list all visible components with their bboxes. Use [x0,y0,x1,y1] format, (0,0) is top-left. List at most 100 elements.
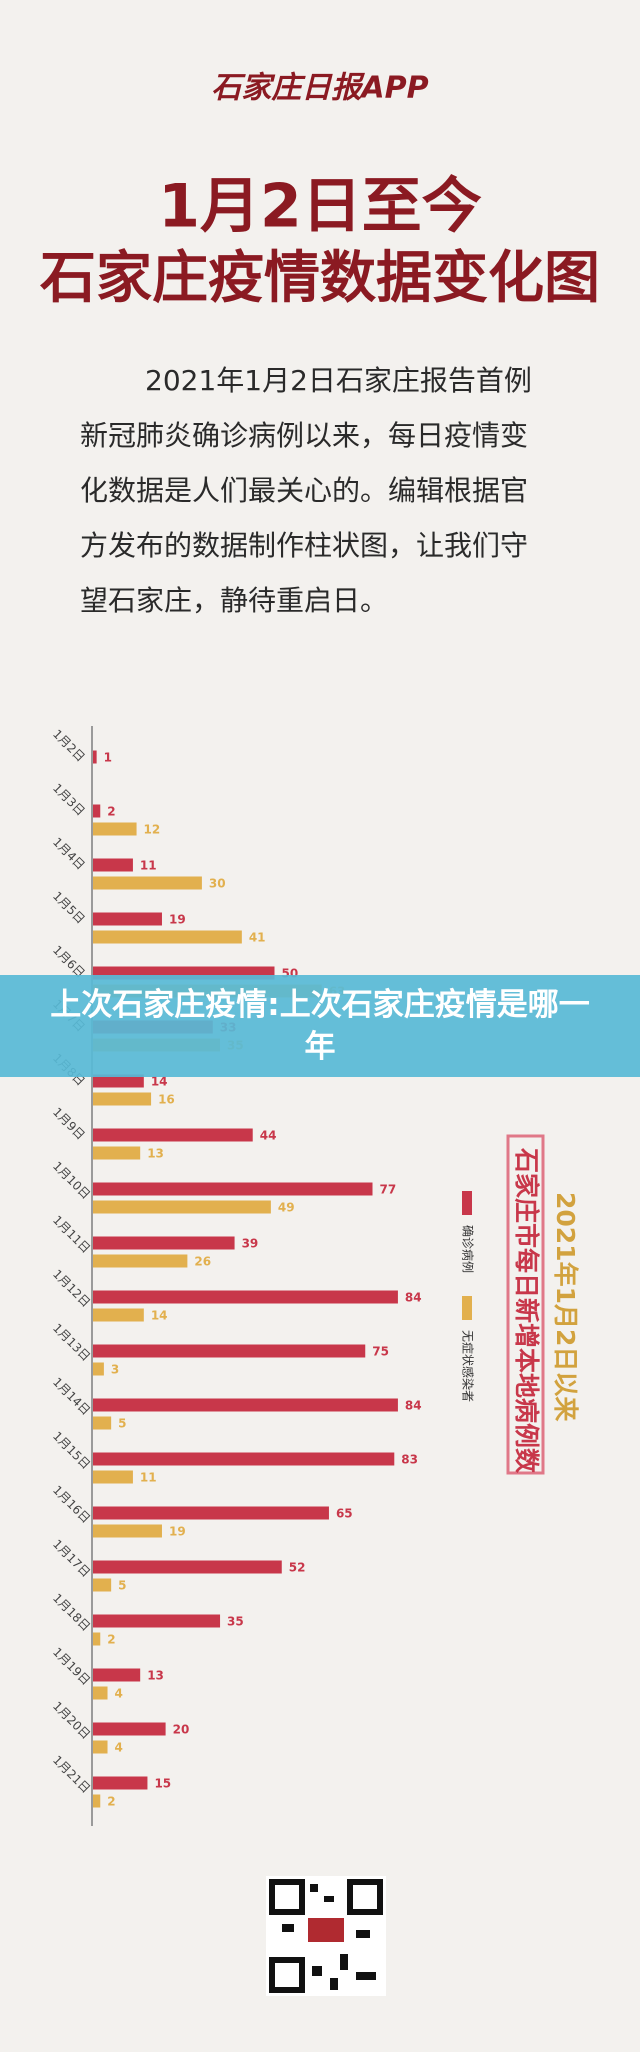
category-label: 1月2日 [50,727,88,765]
value-label: 75 [372,1345,389,1359]
bar [93,1794,101,1808]
category-label: 1月14日 [50,1375,93,1418]
title-line: 石家庄疫情数据变化图 [40,246,600,311]
bar [93,876,202,890]
category-label: 1月4日 [50,835,88,873]
bar [93,858,133,872]
value-label: 65 [336,1507,353,1521]
value-label: 19 [169,1525,186,1539]
value-label: 77 [380,1183,397,1197]
bar [93,1686,108,1700]
bar [93,1200,271,1214]
value-label: 49 [278,1201,295,1215]
value-label: 19 [169,913,186,927]
category-label: 1月17日 [50,1537,93,1580]
bar [93,750,97,764]
bar [93,1416,112,1430]
category-label: 1月5日 [50,889,88,927]
bar [93,1092,152,1106]
bar [93,1452,395,1466]
title-line: 1月2日至今 [158,172,482,242]
value-label: 35 [227,1615,244,1629]
bar [93,1776,148,1790]
bar [93,1614,221,1628]
bar [93,1128,253,1142]
category-label: 1月21日 [50,1753,93,1796]
title-box [506,1134,545,1475]
category-label: 1月3日 [50,781,88,819]
value-label: 13 [147,1147,164,1161]
value-label: 13 [147,1669,164,1683]
bar [93,1560,282,1574]
category-label: 1月9日 [50,1105,88,1143]
legend-swatch [462,1191,472,1215]
bar [93,1470,133,1484]
intro-line: 方发布的数据制作柱状图，让我们守 [80,529,528,562]
bar [93,1722,166,1736]
bar [93,822,137,836]
bar [93,1506,329,1520]
intro-line: 2021年1月2日石家庄报告首例 [145,364,532,397]
category-label: 1月20日 [50,1699,93,1742]
value-label: 84 [405,1399,422,1413]
value-label: 2 [107,1633,115,1647]
value-label: 44 [260,1129,277,1143]
value-label: 2 [107,1795,115,1809]
value-label: 11 [140,1471,157,1485]
category-label: 1月16日 [50,1483,93,1526]
bar [93,1182,373,1196]
bar [93,912,162,926]
value-label: 84 [405,1291,422,1305]
brand: 石家庄日报APP [211,71,428,106]
intro-line: 化数据是人们最关心的。编辑根据官 [80,474,528,507]
value-label: 4 [115,1741,123,1755]
intro-line: 望石家庄，静待重启日。 [80,584,388,617]
bar [93,1290,398,1304]
value-label: 83 [401,1453,418,1467]
bar [93,1632,101,1646]
bar [93,1344,366,1358]
value-label: 3 [111,1363,119,1377]
category-label: 1月12日 [50,1267,93,1310]
value-label: 1 [104,751,112,765]
category-label: 1月15日 [50,1429,93,1472]
chart-subtitle: 2021年1月2日以来 [551,1192,580,1422]
category-label: 1月11日 [50,1213,93,1256]
value-label: 14 [151,1309,168,1323]
bar [93,1236,235,1250]
bar [93,1074,144,1088]
category-label: 1月18日 [50,1591,93,1634]
bar [93,1668,141,1682]
category-label: 1月13日 [50,1321,93,1364]
value-label: 11 [140,859,157,873]
bar [93,1146,141,1160]
value-label: 2 [107,805,115,819]
bar [93,930,242,944]
bar [93,1398,398,1412]
value-label: 15 [154,1777,171,1791]
intro-line: 新冠肺炎确诊病例以来，每日疫情变 [80,419,528,452]
legend-label: 确诊病例 [461,1225,476,1273]
banner-text: 上次石家庄疫情:上次石家庄疫情是哪一年 [50,987,590,1065]
value-label: 20 [173,1723,190,1737]
legend-label: 无症状感染者 [461,1330,476,1402]
bar [93,1308,144,1322]
value-label: 5 [118,1579,126,1593]
value-label: 12 [144,823,161,837]
value-label: 52 [289,1561,306,1575]
bar [93,1578,112,1592]
bar [93,1254,188,1268]
legend-swatch [462,1296,472,1320]
value-label: 14 [151,1075,168,1089]
chart-title: 石家庄市每日新增本地病例数 [512,1147,541,1474]
value-label: 5 [118,1417,126,1431]
category-label: 1月19日 [50,1645,93,1688]
value-label: 4 [115,1687,123,1701]
value-label: 39 [242,1237,259,1251]
bar [93,804,101,818]
bar [93,1740,108,1754]
overlay-banner: 上次石家庄疫情:上次石家庄疫情是哪一年 [0,975,640,1077]
qr-code [266,1876,386,1996]
